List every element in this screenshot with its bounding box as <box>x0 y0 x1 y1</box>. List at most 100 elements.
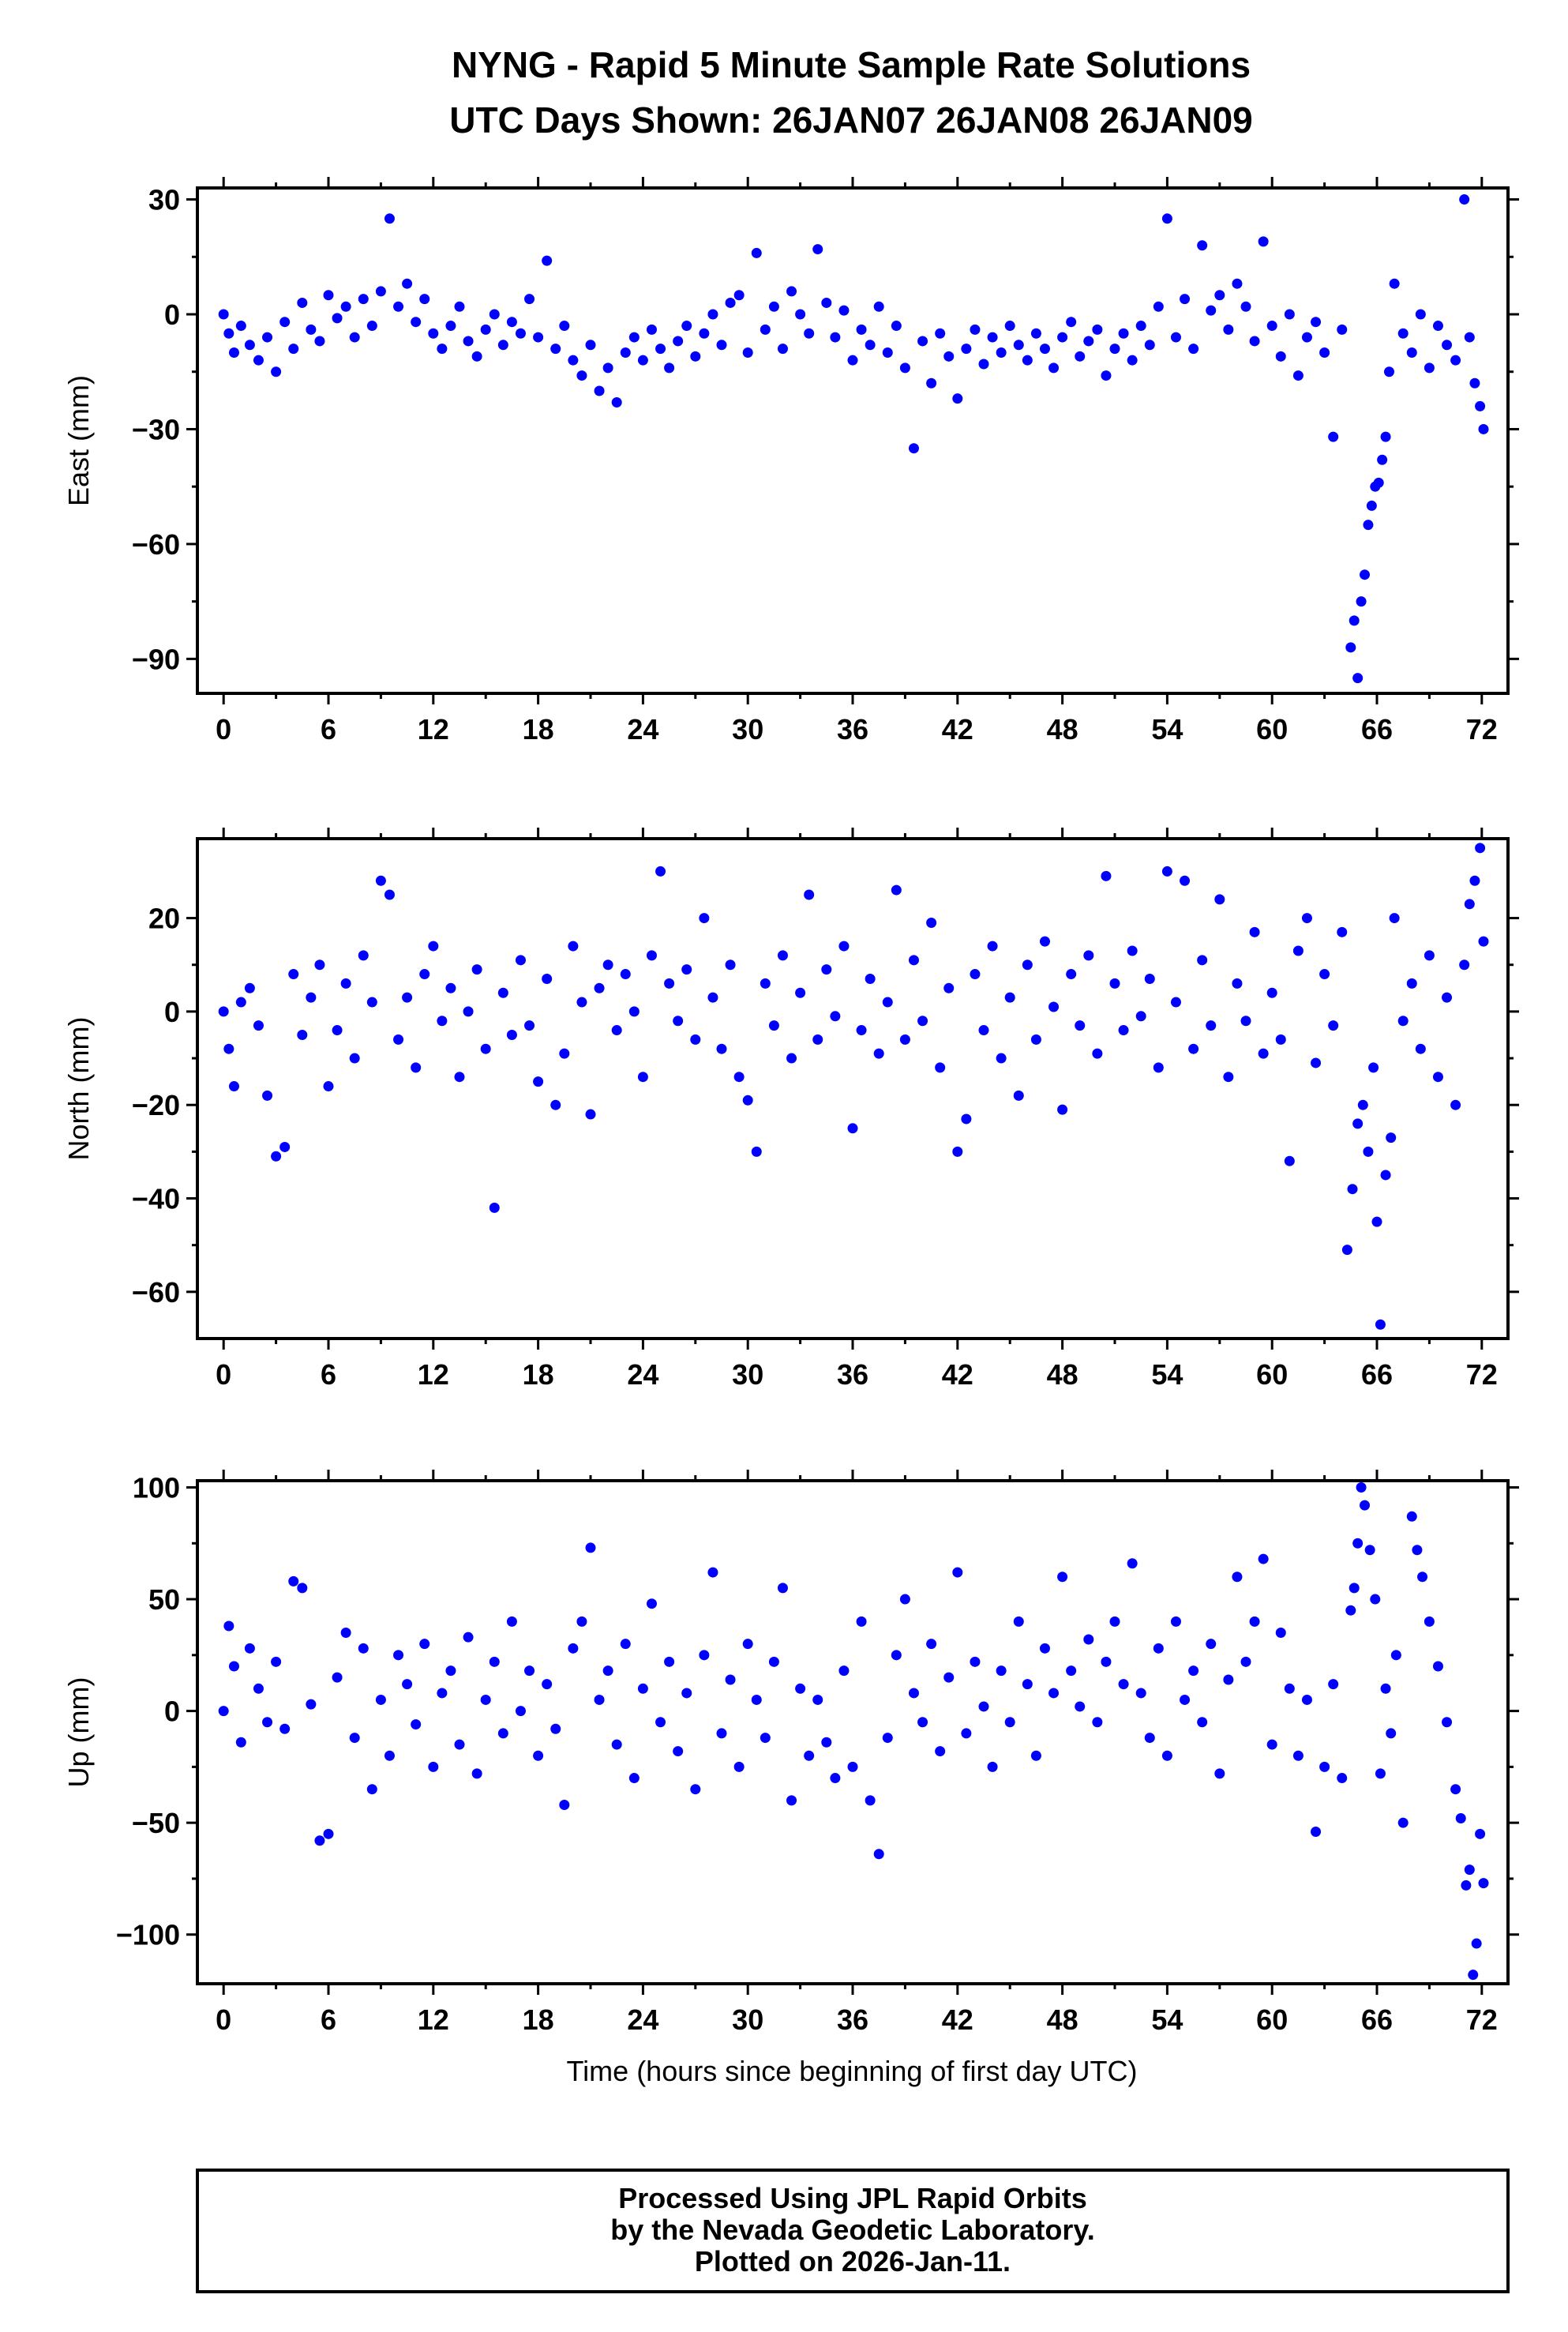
north-data-point <box>1464 899 1475 910</box>
up-data-point <box>1468 1970 1479 1981</box>
up-data-point <box>733 1761 745 1772</box>
east-data-point <box>978 359 989 370</box>
north-data-point <box>1083 950 1094 961</box>
north-data-point <box>223 1043 234 1054</box>
north-data-point <box>1478 936 1489 947</box>
north-data-point <box>882 997 893 1008</box>
y-tick-label: 100 <box>133 1471 180 1504</box>
up-data-point <box>1301 1694 1312 1705</box>
north-data-point <box>865 973 876 984</box>
north-data-point <box>262 1090 273 1101</box>
up-data-point <box>349 1733 360 1744</box>
east-data-point <box>865 340 876 351</box>
north-data-point <box>253 1020 264 1031</box>
east-data-point <box>1415 309 1426 320</box>
east-data-point <box>1066 317 1077 328</box>
north-data-point <box>1424 950 1435 961</box>
up-data-point <box>637 1683 648 1694</box>
east-data-point <box>533 332 544 343</box>
x-tick-label: 6 <box>321 2003 336 2036</box>
up-data-point <box>1232 1572 1243 1583</box>
up-data-point <box>1258 1553 1269 1564</box>
up-data-point <box>646 1598 657 1609</box>
x-tick-label: 12 <box>418 1358 449 1391</box>
east-data-point <box>777 344 788 355</box>
east-data-point <box>314 336 325 347</box>
north-data-point <box>786 1053 797 1064</box>
up-data-point <box>384 1750 395 1761</box>
up-data-point <box>1275 1628 1286 1639</box>
up-data-point <box>1118 1679 1129 1690</box>
up-data-point <box>943 1672 955 1683</box>
east-data-point <box>375 286 386 297</box>
north-data-point <box>585 1109 596 1120</box>
east-data-point <box>384 213 395 224</box>
east-data-point <box>411 317 422 328</box>
north-data-point <box>1258 1048 1269 1059</box>
east-data-point <box>1389 278 1400 289</box>
up-data-point <box>366 1784 377 1795</box>
east-data-point <box>1101 370 1112 381</box>
east-data-point <box>725 297 736 308</box>
east-data-point <box>1275 351 1286 362</box>
east-data-point <box>690 351 701 362</box>
x-tick-label: 66 <box>1361 713 1393 745</box>
north-data-point <box>1442 992 1453 1003</box>
east-data-point <box>1197 240 1208 251</box>
north-data-point <box>1341 1245 1352 1256</box>
north-data-point <box>568 941 579 952</box>
y-tick-label: −90 <box>132 643 180 675</box>
up-data-point <box>812 1694 823 1705</box>
up-data-point <box>1101 1656 1112 1667</box>
north-data-point <box>812 1034 823 1045</box>
up-data-point <box>1475 1828 1486 1839</box>
north-data-point <box>1469 875 1480 886</box>
up-data-point <box>786 1795 797 1806</box>
up-data-point <box>559 1800 570 1811</box>
up-data-point <box>1075 1701 1086 1712</box>
north-data-point <box>978 1025 989 1036</box>
up-panel: 0 6 12 18 24 30 36 42 48 54 60 66 72 100 50 0 −50 −100 Up … <box>62 1470 1519 2036</box>
east-data-point <box>1206 305 1217 316</box>
up-data-point <box>978 1701 989 1712</box>
up-data-point <box>795 1683 806 1694</box>
up-data-point <box>1319 1761 1330 1772</box>
north-data-point <box>1406 978 1417 989</box>
up-data-point <box>1135 1688 1146 1699</box>
east-data-point <box>926 377 937 389</box>
east-data-point <box>1013 340 1024 351</box>
north-data-point <box>1180 875 1191 886</box>
east-data-point <box>1380 431 1391 442</box>
up-data-point <box>393 1650 404 1661</box>
x-tick-label: 6 <box>321 713 336 745</box>
north-data-point <box>1368 1062 1379 1073</box>
north-data-point <box>218 1006 229 1017</box>
north-data-point <box>1153 1062 1164 1073</box>
north-data-point <box>471 964 482 975</box>
east-data-point <box>847 355 858 366</box>
north-data-point <box>1459 959 1470 971</box>
north-plot-frame <box>196 837 1510 1340</box>
north-data-point <box>1022 959 1033 971</box>
east-data-point <box>1328 431 1339 442</box>
east-data-point <box>768 301 779 312</box>
north-data-point <box>1161 866 1172 877</box>
y-tick-label: −20 <box>132 1089 180 1121</box>
east-data-point <box>1383 366 1394 377</box>
up-data-point <box>1311 1826 1322 1837</box>
north-data-point <box>1363 1146 1374 1157</box>
x-tick-label: 42 <box>942 2003 973 2036</box>
north-data-point <box>628 1006 640 1017</box>
east-data-point <box>733 290 745 301</box>
east-data-point <box>1144 340 1155 351</box>
up-data-point <box>1206 1639 1217 1650</box>
up-data-point <box>1328 1679 1339 1690</box>
east-data-point <box>271 366 282 377</box>
up-data-point <box>628 1773 640 1784</box>
north-data-point <box>393 1034 404 1045</box>
up-data-point <box>332 1672 343 1683</box>
east-data-point <box>1366 500 1377 511</box>
east-data-point <box>223 328 234 339</box>
up-data-point <box>681 1688 692 1699</box>
east-data-point <box>1397 328 1409 339</box>
